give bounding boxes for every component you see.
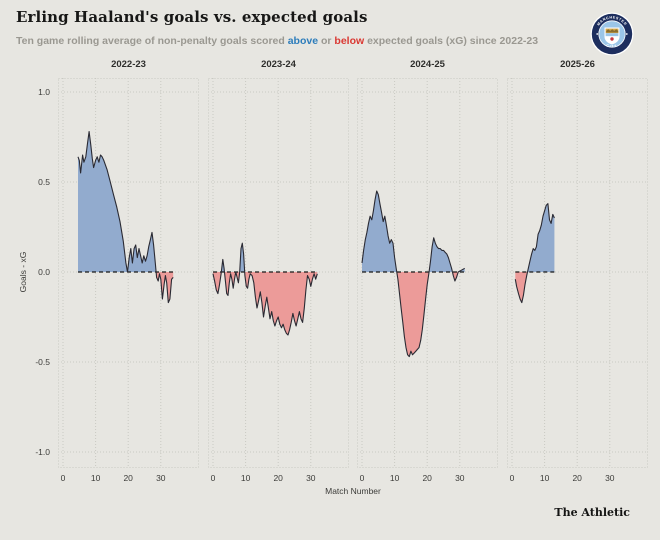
season-panel-2023-24: 0 10 20 30 [208,78,349,490]
season-chart-svg: 0 10 20 30 [507,78,648,483]
rolling-average-line [361,190,465,358]
x-tick-label: 30 [306,473,316,483]
y-tick-label: 0.0 [38,267,50,277]
season-header-2025-26: 2025-26 [560,59,595,70]
y-tick-label: -1.0 [35,447,50,457]
x-tick-label: 20 [273,473,283,483]
below-xg-area [362,272,465,357]
x-tick-label: 10 [540,473,550,483]
season-header-2022-23: 2022-23 [111,59,146,70]
page-title: Erling Haaland's goals vs. expected goal… [16,8,368,26]
x-tick-label: 0 [510,473,515,483]
svg-text:CITY: CITY [606,43,619,48]
x-tick-label: 20 [572,473,582,483]
x-tick-label: 10 [241,473,251,483]
above-xg-area [515,203,555,272]
season-chart-svg: 0 10 20 30 [357,78,498,483]
rolling-average-line [77,131,174,304]
x-axis-title: Match Number [325,486,381,496]
season-panel-2022-23: 0 10 20 30 [58,78,199,490]
season-panel-2025-26: 0 10 20 30 [507,78,648,490]
season-header-2024-25: 2024-25 [410,59,445,70]
above-xg-area [362,191,465,272]
rolling-average-line [212,242,318,336]
x-tick-label: 30 [156,473,166,483]
y-axis-title: Goals - xG [18,251,28,293]
x-tick-label: 30 [455,473,465,483]
x-tick-label: 0 [211,473,216,483]
subtitle-below-word: below [334,35,365,47]
subtitle-above-word: above [287,35,319,47]
x-tick-label: 0 [360,473,365,483]
rolling-average-line [514,203,555,304]
above-xg-area [78,131,174,272]
chart-subtitle: Ten game rolling average of non-penalty … [16,35,538,47]
season-chart-svg: 0 10 20 30 [208,78,349,483]
season-panel-2024-25: 0 10 20 30 [357,78,498,490]
season-chart-svg: 0 10 20 30 [58,78,199,483]
x-tick-label: 0 [61,473,66,483]
below-xg-area [78,272,174,303]
brand-logo: The Athletic [554,506,630,519]
subtitle-prefix: Ten game rolling average of non-penalty … [16,35,288,47]
below-xg-area [515,272,555,303]
x-tick-label: 10 [91,473,101,483]
x-tick-label: 20 [123,473,133,483]
y-tick-label: -0.5 [35,357,50,367]
subtitle-suffix: expected goals (xG) since 2022-23 [364,35,539,47]
season-header-2023-24: 2023-24 [261,59,296,70]
manchester-city-crest-icon: MANCHESTER CITY [590,12,634,56]
subtitle-or-word: or [318,35,335,47]
x-tick-label: 30 [605,473,615,483]
x-tick-label: 10 [390,473,400,483]
y-tick-label: 0.5 [38,177,50,187]
x-tick-label: 20 [422,473,432,483]
above-xg-area [213,243,318,272]
y-tick-label: 1.0 [38,87,50,97]
